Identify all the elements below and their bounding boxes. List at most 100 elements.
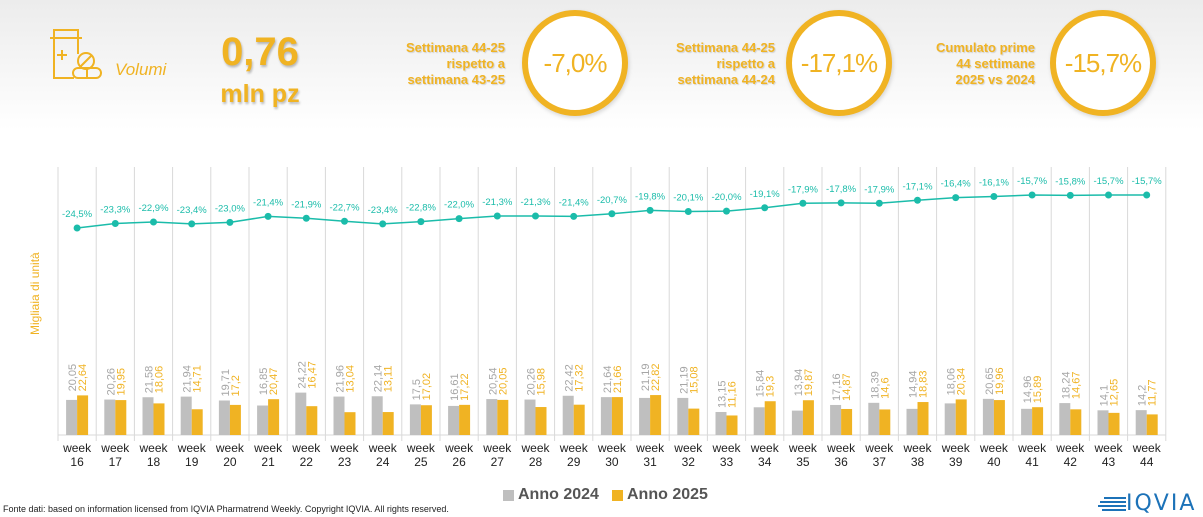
bar-label-2025: 11,16 — [727, 381, 739, 408]
bar-label-2025: 18,83 — [918, 371, 930, 399]
bar-2025 — [268, 399, 280, 435]
kpi-label-cumulative: Cumulato prime 44 settimane 2025 vs 2024 — [900, 40, 1035, 88]
legend-label: Anno 2025 — [627, 486, 708, 503]
x-tick-label: week — [826, 441, 856, 455]
cumulative-point — [914, 196, 921, 204]
x-tick-label: 25 — [414, 455, 428, 469]
x-tick-label: 42 — [1064, 455, 1078, 469]
x-tick-label: 39 — [949, 455, 963, 469]
bar-2024 — [791, 410, 803, 435]
bar-label-2024: 20,26 — [105, 368, 117, 396]
kpi-label-weekly: Settimana 44-25 rispetto a settimana 43-… — [370, 40, 505, 88]
x-tick-label: 21 — [261, 455, 275, 469]
legend-swatch-2025 — [612, 489, 623, 501]
bar-2025 — [153, 403, 165, 435]
bar-2025 — [115, 400, 127, 435]
x-tick-label: 31 — [643, 455, 657, 469]
bar-2024 — [677, 397, 689, 435]
x-tick-label: week — [520, 441, 550, 455]
bar-label-2025: 21,66 — [612, 366, 624, 394]
legend-item-2024: Anno 2024 — [503, 486, 599, 504]
cumulative-point — [799, 199, 807, 207]
cumulative-label: -22,0% — [444, 200, 475, 211]
x-tick-label: 28 — [529, 455, 543, 469]
bar-2024 — [180, 396, 192, 435]
x-tick-label: week — [368, 441, 398, 455]
kpi-label-line: rispetto a — [716, 56, 775, 71]
x-tick-label: 22 — [300, 455, 314, 469]
x-tick-label: week — [482, 441, 512, 455]
cumulative-point — [1028, 191, 1036, 199]
x-tick-label: 16 — [70, 455, 84, 469]
cumulative-label: -21,9% — [291, 199, 322, 210]
section-label: Volumi — [115, 60, 167, 79]
cumulative-point — [1105, 191, 1112, 199]
cumulative-label: -22,8% — [406, 203, 437, 214]
iqvia-logo-text: IQVIA — [1126, 491, 1197, 516]
x-tick-label: week — [62, 441, 92, 455]
bar-label-2024: 14,94 — [908, 371, 920, 399]
cumulative-label: -22,9% — [138, 203, 169, 214]
x-tick-label: week — [559, 441, 589, 455]
bar-label-2024: 21,96 — [335, 365, 347, 393]
bar-label-2024: 22,42 — [564, 364, 576, 392]
x-tick-label: 33 — [720, 455, 734, 469]
x-tick-label: week — [138, 441, 168, 455]
bar-2024 — [982, 398, 994, 435]
y-axis-label: Migliaia di unità — [28, 252, 42, 335]
cumulative-label: -15,7% — [1132, 176, 1163, 187]
total-volume-value: 0,76 — [221, 30, 299, 74]
cumulative-point — [684, 208, 692, 215]
x-tick-label: 30 — [605, 455, 619, 469]
cumulative-point — [532, 212, 539, 220]
cumulative-label: -20,7% — [597, 195, 628, 206]
x-tick-label: 41 — [1025, 455, 1039, 469]
x-tick-label: 38 — [911, 455, 925, 469]
bar-label-2025: 22,82 — [650, 364, 662, 392]
bar-label-2024: 18,24 — [1060, 372, 1072, 400]
source-note: Fonte dati: based on information license… — [3, 504, 449, 514]
bar-2024 — [448, 405, 460, 435]
bar-label-2024: 21,19 — [640, 364, 652, 392]
kpi-label-line: Settimana 44-25 — [406, 40, 505, 55]
bar-label-2024: 21,58 — [144, 366, 156, 394]
x-tick-label: week — [1017, 441, 1047, 455]
iqvia-logo-stripes-icon — [1098, 496, 1126, 511]
x-tick-label: 44 — [1140, 455, 1154, 469]
kpi-circle-weekly: -7,0% — [522, 10, 628, 116]
kpi-label-line: settimana 44-24 — [677, 72, 775, 87]
bar-label-2025: 14,71 — [192, 365, 204, 393]
bar-2025 — [535, 407, 547, 435]
bar-2024 — [66, 399, 78, 435]
bar-2024 — [830, 404, 842, 435]
bar-2025 — [688, 408, 700, 435]
bar-2025 — [1108, 412, 1120, 435]
bar-label-2024: 19,71 — [220, 369, 232, 397]
x-tick-label: week — [902, 441, 932, 455]
bar-label-2024: 20,05 — [67, 364, 79, 392]
cumulative-label: -19,8% — [635, 191, 666, 202]
bar-label-2025: 20,47 — [268, 368, 280, 396]
cumulative-point — [990, 193, 998, 200]
x-tick-label: week — [291, 441, 321, 455]
bar-2024 — [371, 396, 383, 435]
cumulative-point — [837, 199, 845, 207]
bar-2025 — [344, 412, 356, 435]
cumulative-label: -21,4% — [253, 197, 284, 208]
bar-label-2025: 18,06 — [154, 366, 166, 394]
bar-label-2025: 15,98 — [536, 368, 548, 396]
cumulative-point — [570, 212, 578, 220]
bar-label-2024: 18,06 — [946, 368, 958, 396]
bar-2025 — [955, 399, 967, 435]
x-tick-label: week — [979, 441, 1009, 455]
x-tick-label: 23 — [338, 455, 352, 469]
bar-label-2025: 19,96 — [994, 367, 1006, 395]
bar-label-2024: 17,16 — [831, 373, 843, 401]
bar-2025 — [420, 405, 432, 435]
x-tick-label: 29 — [567, 455, 581, 469]
legend-label: Anno 2024 — [518, 486, 599, 503]
cumulative-point — [646, 206, 654, 214]
bar-label-2024: 20,65 — [984, 367, 996, 395]
x-tick-label: week — [329, 441, 359, 455]
x-tick-label: week — [444, 441, 474, 455]
